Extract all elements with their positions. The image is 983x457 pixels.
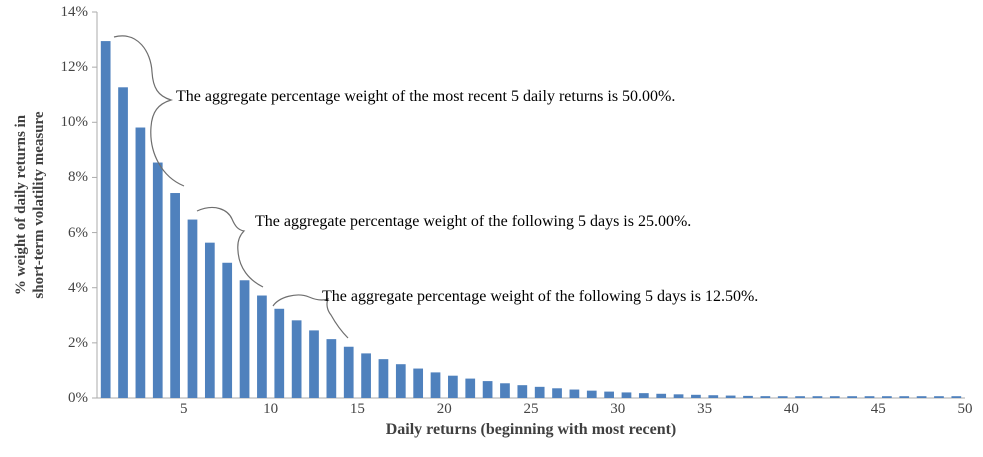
annotation-following-5-days-12: The aggregate percentage weight of the f… (322, 288, 759, 305)
bar (274, 308, 285, 398)
bar (569, 389, 580, 398)
y-tick-label: 4% (68, 279, 88, 296)
brace-following-5-days-25 (196, 207, 264, 288)
bar (239, 280, 250, 398)
bar (187, 219, 198, 398)
bar (118, 87, 128, 399)
x-tick-label: 50 (957, 401, 973, 417)
bar (586, 390, 597, 398)
bar (448, 375, 458, 398)
bar (170, 193, 180, 398)
bar (100, 41, 111, 399)
bar (864, 396, 875, 398)
bar (152, 162, 163, 398)
bar (795, 396, 805, 398)
bar (257, 295, 267, 398)
bar (691, 394, 701, 398)
bar (621, 392, 632, 398)
bar (482, 381, 493, 398)
bar (656, 393, 667, 398)
bar (395, 364, 406, 398)
bar (517, 385, 528, 398)
bar (534, 386, 545, 398)
bar (204, 242, 215, 398)
y-tick-label: 6% (68, 224, 88, 241)
brace-following-5-days-12 (272, 294, 349, 339)
y-axis-title: % weight of daily returns in short-term … (13, 111, 47, 299)
bar (951, 396, 962, 398)
bar (222, 262, 233, 398)
bar (135, 127, 146, 399)
bar (465, 378, 476, 398)
bar (743, 395, 753, 398)
x-tick-label: 10 (263, 401, 279, 417)
x-tick-label: 35 (697, 401, 713, 417)
bar (430, 372, 441, 398)
x-tick-label: 45 (870, 401, 886, 417)
brace-most-recent-5-days (113, 35, 185, 187)
bar (604, 391, 614, 398)
bar (708, 395, 719, 398)
bar-series (100, 41, 962, 399)
x-tick-label: 30 (610, 401, 626, 417)
bar (361, 353, 371, 398)
x-tick-label: 25 (523, 401, 539, 417)
bar (812, 396, 823, 398)
bar (934, 396, 944, 398)
annotation-most-recent-5-days: The aggregate percentage weight of the m… (176, 88, 676, 105)
bar (326, 339, 337, 398)
bar (916, 396, 927, 398)
bar (291, 320, 302, 398)
bar (829, 396, 840, 398)
bar (500, 383, 510, 398)
x-tick-label: 5 (180, 401, 188, 417)
y-tick-label: 12% (60, 59, 89, 76)
y-tick-label: 14% (60, 4, 89, 20)
x-tick-label: 20 (436, 401, 452, 417)
bar (882, 396, 892, 398)
bar (413, 368, 424, 398)
annotation-following-5-days-25: The aggregate percentage weight of the f… (255, 213, 692, 230)
x-axis-title: Daily returns (beginning with most recen… (385, 421, 677, 438)
bar (309, 330, 319, 398)
x-tick-label: 40 (783, 401, 799, 417)
y-tick-label: 2% (68, 334, 88, 351)
bar (378, 359, 389, 398)
x-tick-label: 15 (349, 401, 365, 417)
y-tick-label: 0% (68, 390, 88, 406)
bar (777, 396, 788, 398)
bar (725, 395, 736, 398)
y-tick-label: 10% (60, 114, 89, 131)
bar (673, 394, 684, 398)
bar (847, 396, 858, 398)
bar (899, 396, 910, 398)
bar (343, 346, 354, 398)
bar (760, 396, 771, 398)
y-tick-label: 8% (68, 169, 88, 186)
bar (638, 393, 649, 398)
bar (552, 388, 562, 398)
